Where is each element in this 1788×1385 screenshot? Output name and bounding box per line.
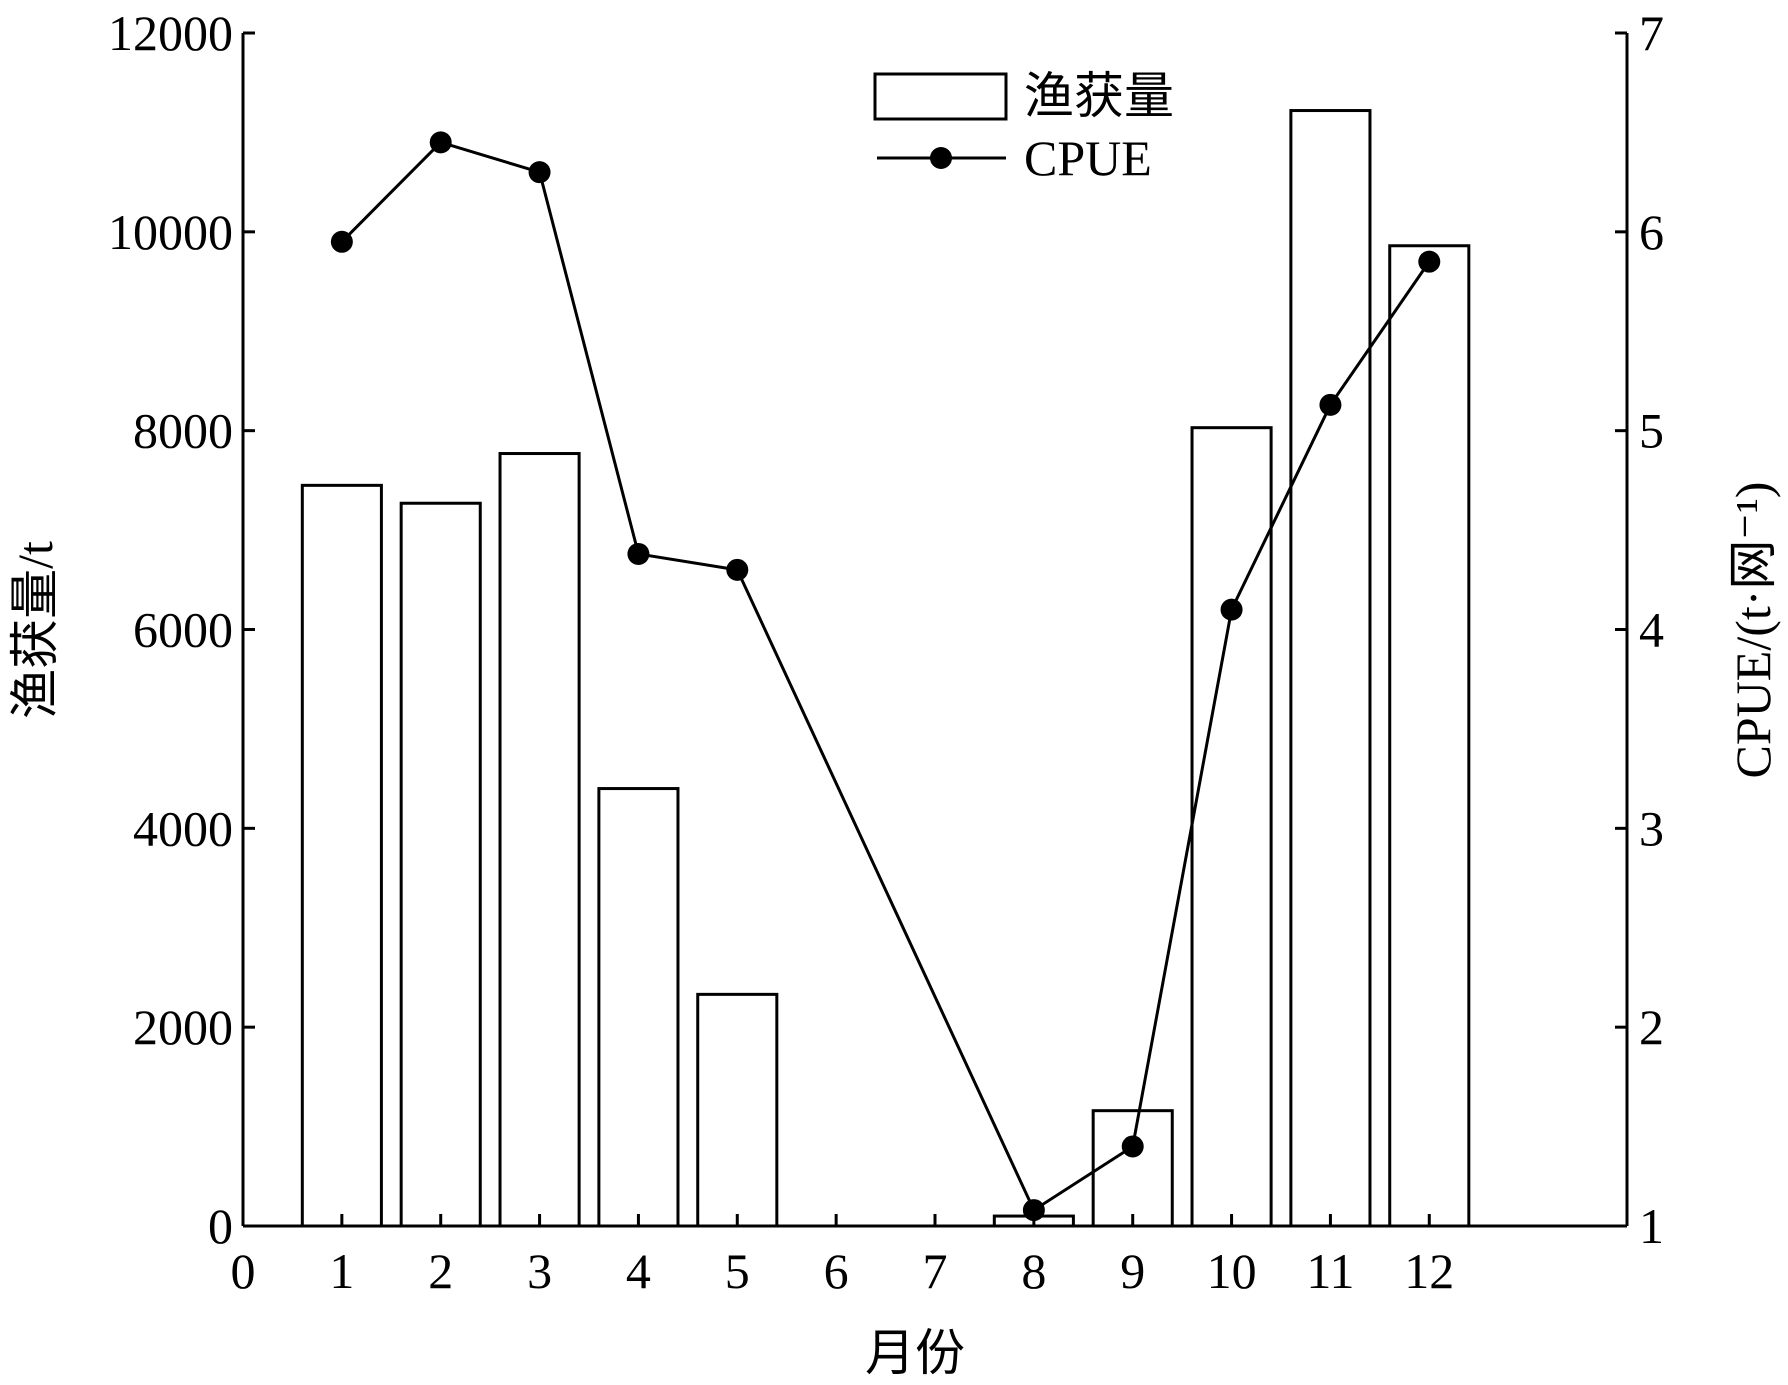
left-tick-label-6000: 6000 [133, 602, 233, 658]
left-y-axis: 0 2000 4000 6000 8000 10000 12000 [108, 5, 255, 1254]
cpue-point-month-9 [1121, 1135, 1144, 1158]
legend-label-cpue: CPUE [1024, 130, 1152, 186]
catch-bar-month-1 [300, 483, 383, 1228]
catch-bar-month-12 [1388, 244, 1471, 1228]
catch-bar-month-3 [498, 452, 581, 1228]
right-tick-label-2: 2 [1639, 999, 1664, 1055]
cpue-point-month-11 [1319, 393, 1342, 416]
x-tick-label-8: 8 [1021, 1243, 1046, 1299]
left-y-axis-title: 渔获量/t [7, 541, 63, 719]
right-tick-label-6: 6 [1639, 204, 1664, 260]
cpue-point-month-10 [1220, 598, 1243, 621]
x-axis-title: 月份 [865, 1325, 965, 1381]
x-tick-label-6: 6 [824, 1243, 849, 1299]
x-tick-label-2: 2 [428, 1243, 453, 1299]
x-tick-label-12: 12 [1404, 1243, 1454, 1299]
catch-bar-month-4 [597, 787, 680, 1228]
cpue-point-month-5 [726, 558, 749, 581]
right-y-axis-title: CPUE/(t·网⁻¹) [1725, 482, 1781, 779]
x-tick-label-1: 1 [329, 1243, 354, 1299]
x-tick-label-5: 5 [725, 1243, 750, 1299]
right-tick-label-1: 1 [1639, 1198, 1664, 1254]
cpue-line [340, 140, 1431, 1213]
catch-bar-month-11 [1289, 109, 1372, 1228]
x-tick-label-3: 3 [527, 1243, 552, 1299]
legend-label-catch: 渔获量 [1024, 68, 1174, 124]
right-tick-label-7: 7 [1639, 5, 1664, 61]
right-y-axis: 1 2 3 4 5 6 7 [1615, 5, 1664, 1254]
legend-marker-swatch [930, 147, 952, 169]
x-tick-label-10: 10 [1207, 1243, 1257, 1299]
cpue-series [330, 131, 1441, 1222]
cpue-point-month-4 [627, 542, 650, 565]
catch-bar-month-2 [399, 501, 482, 1228]
right-tick-label-4: 4 [1639, 602, 1664, 658]
x-tick-label-4: 4 [626, 1243, 651, 1299]
x-tick-label-0: 0 [231, 1243, 256, 1299]
cpue-point-month-8 [1022, 1199, 1045, 1222]
x-tick-label-7: 7 [923, 1243, 948, 1299]
left-tick-label-0: 0 [208, 1198, 233, 1254]
cpue-point-month-2 [429, 131, 452, 154]
right-tick-label-3: 3 [1639, 800, 1664, 856]
catch-bar-month-5 [696, 992, 779, 1228]
right-tick-label-5: 5 [1639, 403, 1664, 459]
cpue-point-month-3 [528, 161, 551, 184]
left-tick-label-12000: 12000 [108, 5, 233, 61]
catch-bars [300, 109, 1471, 1228]
x-axis: 0 1 2 3 4 5 6 7 8 9 10 11 12 [231, 1214, 1454, 1299]
x-tick-label-9: 9 [1120, 1243, 1145, 1299]
legend-bar-swatch [873, 72, 1008, 121]
left-tick-label-2000: 2000 [133, 999, 233, 1055]
x-tick-label-11: 11 [1306, 1243, 1354, 1299]
left-tick-label-8000: 8000 [133, 403, 233, 459]
cpue-point-month-12 [1418, 250, 1441, 273]
left-tick-label-4000: 4000 [133, 800, 233, 856]
catch-bar-month-9 [1091, 1109, 1174, 1228]
legend: 渔获量 CPUE [873, 68, 1174, 186]
catch-bar-month-10 [1190, 426, 1273, 1228]
cpue-point-month-1 [330, 230, 353, 253]
left-tick-label-10000: 10000 [108, 204, 233, 260]
